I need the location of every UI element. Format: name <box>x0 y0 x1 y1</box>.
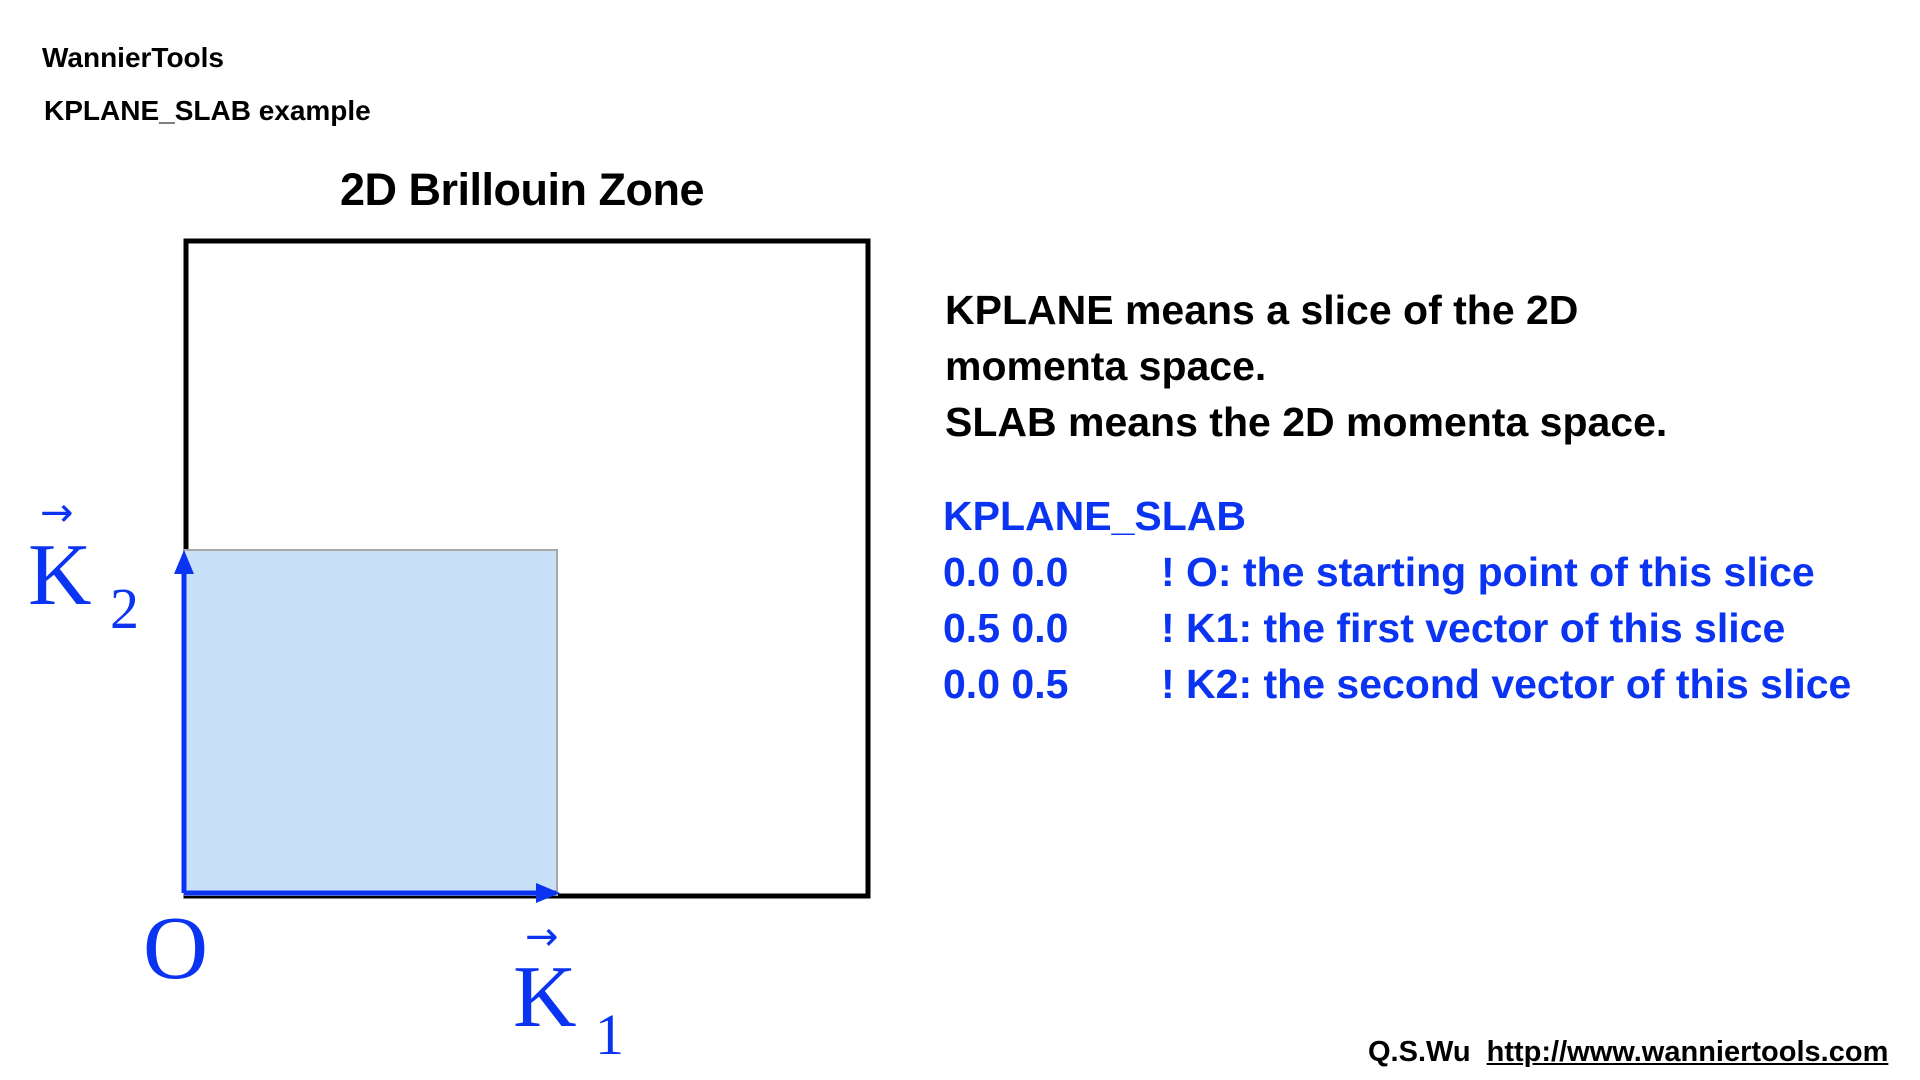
description: KPLANE means a slice of the 2D momenta s… <box>945 282 1667 450</box>
k1-label: K <box>513 949 577 1046</box>
description-line-1: KPLANE means a slice of the 2D <box>945 287 1579 333</box>
code-row-comment: ! K1: the first vector of this slice <box>1161 605 1786 651</box>
k2-vector-arrow-symbol: → <box>40 490 74 536</box>
code-row: 0.0 0.0 ! O: the starting point of this … <box>943 544 1851 600</box>
k1-arrowhead <box>536 883 560 903</box>
k2-label: K <box>28 527 92 624</box>
kplane-slice-region <box>183 549 558 896</box>
code-row: 0.5 0.0 ! K1: the first vector of this s… <box>943 600 1851 656</box>
kplane-slab-code-block: KPLANE_SLAB 0.0 0.0 ! O: the starting po… <box>943 488 1851 712</box>
author-name: Q.S.Wu <box>1368 1036 1471 1068</box>
k1-subscript: 1 <box>595 1002 624 1067</box>
code-row: 0.0 0.5 ! K2: the second vector of this … <box>943 656 1851 712</box>
k2-subscript: 2 <box>110 576 139 641</box>
code-row-values: 0.0 0.5 <box>943 661 1069 707</box>
website-link[interactable]: http://www.wanniertools.com <box>1486 1036 1889 1068</box>
code-row-values: 0.0 0.0 <box>943 549 1069 595</box>
code-row-comment: ! O: the starting point of this slice <box>1161 549 1815 595</box>
code-row-values: 0.5 0.0 <box>943 605 1069 651</box>
description-line-2: momenta space. <box>945 343 1267 389</box>
app-title: WannierTools <box>42 42 224 73</box>
origin-label: O <box>143 899 208 998</box>
diagram-title: 2D Brillouin Zone <box>340 164 705 215</box>
page-subtitle: KPLANE_SLAB example <box>44 95 371 126</box>
footer: Q.S.Wu http://www.wanniertools.com <box>1368 1036 1888 1069</box>
description-line-3: SLAB means the 2D momenta space. <box>945 399 1668 445</box>
k1-vector-arrow-symbol: → <box>525 914 559 960</box>
k2-arrowhead <box>174 550 194 574</box>
code-keyword: KPLANE_SLAB <box>943 493 1246 539</box>
code-row-comment: ! K2: the second vector of this slice <box>1161 661 1852 707</box>
